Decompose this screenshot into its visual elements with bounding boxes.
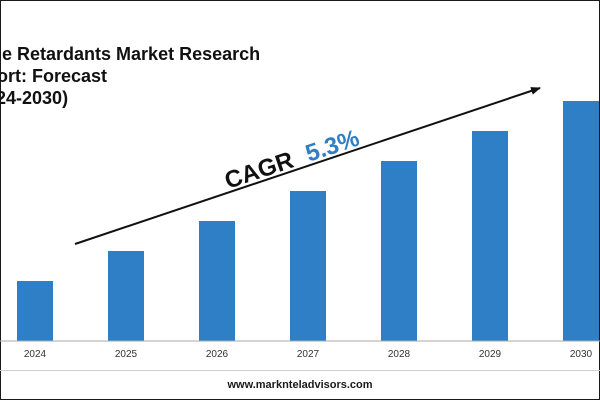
x-axis-ticks: 2024 2025 2026 2027 2028 2029 2030 [24, 349, 593, 360]
x-tick-label-2029: 2029 [479, 349, 502, 360]
title-line-1: me Retardants Market Research [0, 44, 261, 64]
x-tick-label-2028: 2028 [388, 349, 411, 360]
trend-arrow [74, 87, 541, 245]
x-tick-label-2025: 2025 [115, 349, 138, 360]
bar-2024 [17, 281, 53, 341]
x-tick-label-2030: 2030 [570, 349, 593, 360]
cagr-prefix: CAGR [221, 147, 297, 195]
bar-2028 [381, 161, 417, 341]
footer-divider [0, 370, 600, 371]
chart-title: me Retardants Market Research port: Fore… [0, 43, 260, 109]
cagr-value: 5.3% [302, 125, 362, 168]
x-tick-label-2027: 2027 [297, 349, 320, 360]
bar-2030 [563, 101, 599, 341]
x-tick-label-2026: 2026 [206, 349, 229, 360]
footer-url: www.marknteladvisors.com [227, 379, 373, 391]
x-tick-label-2024: 2024 [24, 349, 47, 360]
cagr-annotation: CAGR 5.3% [221, 125, 362, 195]
bar-2027 [290, 191, 326, 341]
bar-2029 [472, 131, 508, 341]
title-line-3: 024-2030) [0, 88, 69, 108]
bar-2025 [108, 251, 144, 341]
bar-series [17, 101, 599, 341]
bar-2026 [199, 221, 235, 341]
title-line-2: port: Forecast [0, 66, 108, 86]
